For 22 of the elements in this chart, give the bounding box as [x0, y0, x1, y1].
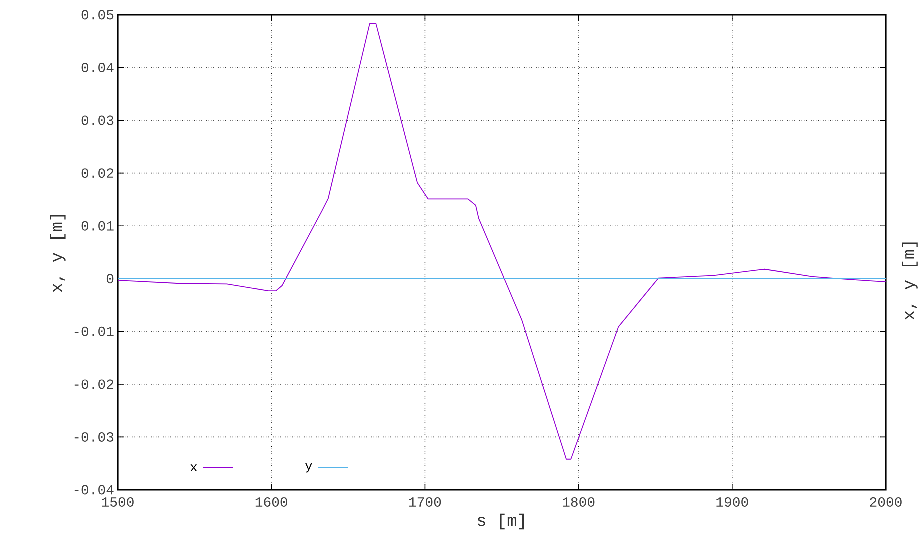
y-tick-label: -0.04 [74, 485, 114, 495]
x-tick-label: 1500 [102, 498, 134, 507]
y-tick-label: 0 [106, 274, 114, 284]
y-tick-label: 0.03 [82, 116, 114, 126]
y-tick-label: 0.04 [82, 63, 114, 72]
y-tick-label: 0.01 [82, 221, 114, 231]
x-tick-label: 2000 [870, 498, 902, 507]
y2-axis-title: x, y [m] [902, 242, 918, 320]
y-axis-title: x, y [m] [50, 215, 66, 292]
y-tick-label: -0.01 [74, 326, 114, 336]
legend-label: y [305, 463, 312, 473]
y-tick-label: 0.02 [82, 168, 114, 178]
line-series [118, 22, 886, 460]
y-tick-label: 0.05 [82, 10, 114, 20]
y-tick-label: -0.02 [74, 380, 114, 390]
legend-label: x [190, 464, 198, 472]
x-axis-title: s [m] [478, 514, 524, 530]
x-tick-label: 1600 [256, 498, 288, 507]
x-tick-label: 1700 [409, 498, 442, 507]
y-tick-label: -0.03 [74, 432, 114, 442]
x-tick-label: 1800 [563, 498, 595, 507]
x-tick-label: 1900 [716, 498, 748, 507]
